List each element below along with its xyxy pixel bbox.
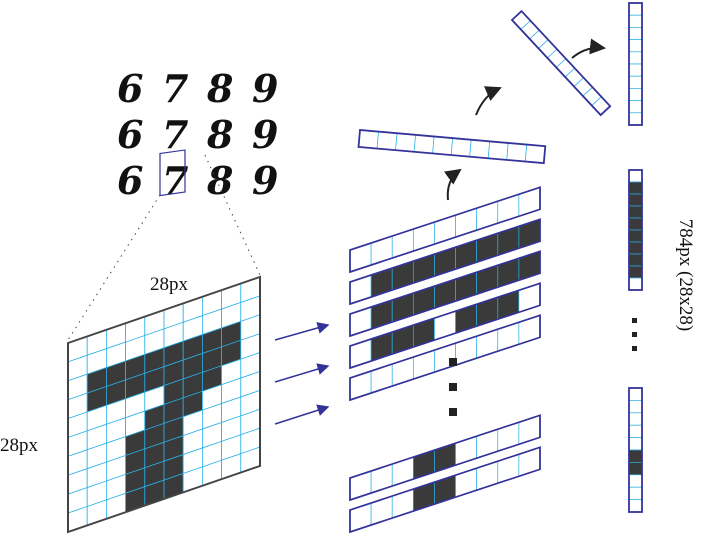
strip-cell <box>628 39 643 53</box>
strip-cell <box>628 88 643 101</box>
strip-border <box>349 446 541 534</box>
digit: 6 <box>117 66 143 111</box>
strip-cell <box>432 136 454 156</box>
digit: 7 <box>162 158 188 203</box>
strip-cell <box>628 241 643 255</box>
strip-cell <box>628 400 643 414</box>
strip-cell <box>450 137 472 158</box>
arrow <box>274 363 330 383</box>
strip-cell <box>628 424 643 438</box>
strip-border <box>510 9 612 117</box>
strip <box>349 446 541 534</box>
zoom-line <box>204 154 261 276</box>
digit: 7 <box>162 112 188 157</box>
strip-cell <box>628 499 643 513</box>
strip <box>628 387 643 513</box>
strip-cell <box>628 63 643 77</box>
strip <box>510 9 612 117</box>
strip-cell <box>395 132 416 153</box>
strip-cell <box>628 412 643 426</box>
strip-cell <box>628 193 643 207</box>
strip-border <box>628 169 643 291</box>
strip-cell <box>628 387 643 401</box>
strip-border <box>357 129 547 165</box>
curved-arrow <box>571 38 606 59</box>
digit: 8 <box>206 66 233 111</box>
strip-cell <box>628 75 643 89</box>
strip <box>628 169 643 291</box>
strip-cell <box>628 462 643 476</box>
strip-cell <box>506 142 528 162</box>
strip-border <box>349 282 541 370</box>
height-label: 28px <box>0 435 39 456</box>
strip <box>349 414 541 502</box>
strip-cell <box>628 181 643 195</box>
strip-cell <box>628 205 643 219</box>
strip-cell <box>524 144 546 164</box>
strip-border <box>349 218 541 306</box>
strip-border <box>349 314 541 402</box>
strip-cell <box>628 14 643 28</box>
digit: 9 <box>252 66 278 111</box>
digit: 6 <box>117 112 143 157</box>
digit: 9 <box>252 112 278 157</box>
strip-cell <box>628 486 643 500</box>
strip-border <box>628 2 643 126</box>
strip-cell <box>376 131 398 151</box>
strip-cell <box>628 27 643 40</box>
strip-cell <box>628 2 643 16</box>
width-label: 28px <box>150 274 189 295</box>
digit: 7 <box>162 66 188 111</box>
strip <box>349 250 541 338</box>
strip-cell <box>628 229 643 243</box>
strip-border <box>349 186 541 274</box>
digit-samples: 6 7 8 96 7 8 96 7 8 9 <box>117 66 278 203</box>
strip-cell <box>628 51 643 65</box>
strip-cell <box>628 474 643 488</box>
strip-cell <box>628 112 643 126</box>
ellipsis <box>449 318 637 416</box>
strip-cell <box>628 265 643 279</box>
vector-label: 784px (28x28) <box>675 219 696 331</box>
arrow <box>274 404 330 425</box>
strip <box>349 314 541 402</box>
strip-cell <box>628 277 643 291</box>
zoom-line <box>67 194 161 341</box>
strip-border <box>349 414 541 502</box>
strip-cell <box>628 437 643 451</box>
digit: 6 <box>117 158 143 203</box>
strip <box>628 2 643 126</box>
strip-cell <box>358 129 379 149</box>
selection-box <box>159 149 186 197</box>
arrow <box>274 322 330 341</box>
strip-cell <box>469 139 491 159</box>
strip <box>357 129 547 165</box>
strip-cell <box>628 217 643 231</box>
strip-cell <box>487 140 509 161</box>
strip-cell <box>628 100 643 114</box>
strip-cell <box>628 449 643 463</box>
digit: 9 <box>252 158 278 203</box>
curved-arrow <box>475 86 502 116</box>
strip-border <box>349 250 541 338</box>
curved-arrow <box>443 168 462 201</box>
digit: 8 <box>206 158 233 203</box>
strip-cell <box>628 253 643 267</box>
strip-border <box>628 387 643 513</box>
strip <box>349 186 541 274</box>
strip <box>349 282 541 370</box>
digit: 8 <box>206 112 233 157</box>
strip <box>349 218 541 306</box>
row-strips <box>349 2 643 534</box>
pixel-grid <box>67 275 261 534</box>
strip-cell <box>628 169 643 183</box>
grid-border <box>67 275 261 534</box>
strip-cell <box>413 134 435 154</box>
